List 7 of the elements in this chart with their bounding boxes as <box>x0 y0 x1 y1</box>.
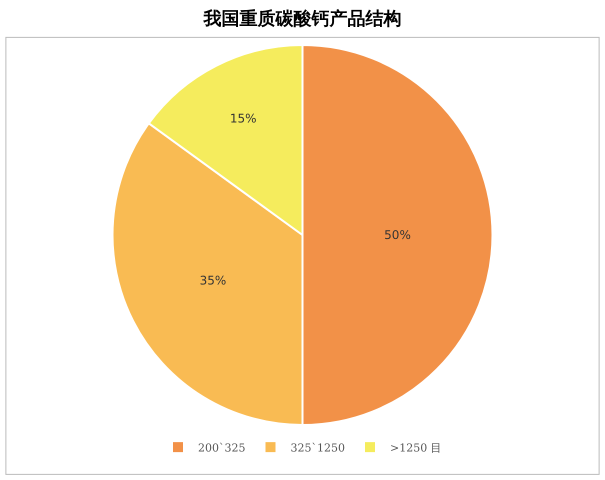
data-label: 35% <box>200 274 226 288</box>
legend-label: 200`325 <box>198 441 246 454</box>
legend-label: >1250 目 <box>390 441 442 454</box>
data-label: 50% <box>384 228 411 242</box>
legend-label: 325`1250 <box>290 441 345 454</box>
chart-title: 我国重质碳酸钙产品结构 <box>202 8 402 30</box>
data-label: 15% <box>230 112 257 126</box>
